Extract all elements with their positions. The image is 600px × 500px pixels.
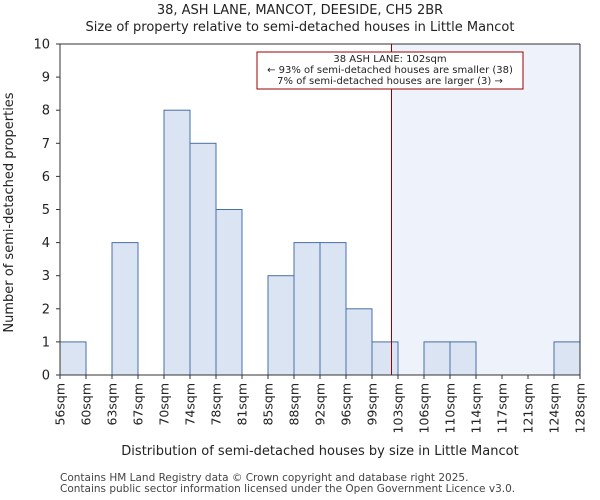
annotation-border: [256, 51, 524, 90]
bar-85sqm: [267, 275, 295, 376]
x-tick-label: 92sqm: [313, 383, 328, 426]
x-tick-label: 81sqm: [235, 383, 250, 426]
y-tick-label: 6: [42, 170, 50, 185]
y-tick-label: 3: [42, 269, 50, 284]
annotation-line-1: 38 ASH LANE: 102sqm: [333, 54, 446, 65]
highlight-region: [391, 44, 580, 375]
x-tick-label: 99sqm: [365, 383, 380, 426]
bar-74sqm: [189, 142, 217, 376]
x-tick-label: 88sqm: [287, 383, 302, 426]
x-tick-label: 63sqm: [105, 383, 120, 426]
y-tick-label: 0: [42, 369, 50, 384]
x-tick-label: 114sqm: [469, 383, 484, 433]
footer-licence: Contains public sector information licen…: [60, 483, 516, 495]
chart-title-address: 38, ASH LANE, MANCOT, DEESIDE, CH5 2BR: [156, 3, 444, 18]
x-axis-label: Distribution of semi-detached houses by …: [121, 444, 519, 459]
annotation-line-2: ← 93% of semi-detached houses are smalle…: [267, 65, 513, 76]
x-tick-label: 78sqm: [209, 383, 224, 426]
y-tick-label: 10: [33, 38, 50, 53]
bar-106sqm: [423, 341, 451, 376]
annotation-line-3: 7% of semi-detached houses are larger (3…: [277, 76, 503, 87]
bar-88sqm: [293, 242, 321, 376]
x-tick-label: 106sqm: [417, 383, 432, 433]
x-tick-label: 128sqm: [573, 383, 588, 433]
x-tick-label: 103sqm: [391, 383, 406, 433]
bar-96sqm: [345, 308, 373, 376]
x-tick-label: 110sqm: [443, 383, 458, 433]
bar-92sqm: [319, 242, 347, 376]
y-tick-label: 5: [42, 203, 50, 218]
bar-110sqm: [449, 341, 477, 376]
bar-99sqm: [371, 341, 399, 376]
x-tick-label: 96sqm: [339, 383, 354, 426]
y-tick-label: 2: [42, 302, 50, 317]
footer-copyright: Contains HM Land Registry data © Crown c…: [60, 472, 469, 484]
y-axis-label: Number of semi-detached properties: [2, 92, 17, 332]
x-tick-label: 60sqm: [79, 383, 94, 426]
bar-63sqm: [111, 242, 139, 376]
y-tick-label: 9: [42, 71, 50, 86]
x-tick-label: 74sqm: [183, 383, 198, 426]
x-tick-label: 124sqm: [547, 383, 562, 433]
x-tick-label: 117sqm: [495, 383, 510, 433]
y-tick-label: 8: [42, 104, 50, 119]
bar-124sqm: [553, 341, 581, 376]
bar-70sqm: [163, 109, 191, 376]
annotation-box: 38 ASH LANE: 102sqm ← 93% of semi-detach…: [256, 51, 524, 90]
x-tick-label: 121sqm: [521, 383, 536, 433]
bar-78sqm: [215, 209, 243, 376]
x-tick-label: 56sqm: [53, 383, 68, 426]
y-tick-label: 1: [42, 335, 50, 350]
y-tick-label: 4: [42, 236, 50, 251]
x-tick-label: 67sqm: [131, 383, 146, 426]
chart-title: Size of property relative to semi-detach…: [85, 20, 515, 35]
bar-56sqm: [59, 341, 87, 376]
x-tick-label: 85sqm: [261, 383, 276, 426]
x-tick-label: 70sqm: [157, 383, 172, 426]
y-tick-label: 7: [42, 137, 50, 152]
